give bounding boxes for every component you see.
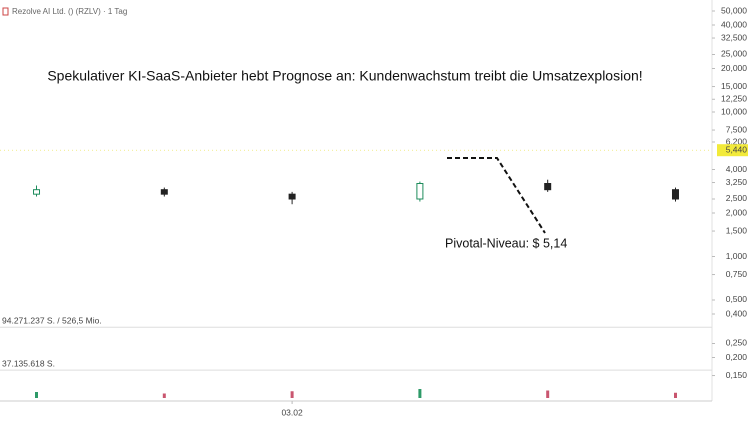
y-tick-label: 25,000: [721, 49, 747, 59]
y-tick-label: 40,000: [721, 19, 747, 29]
price-marker-label: 5,440: [726, 144, 748, 154]
y-tick-label: 0,500: [726, 294, 748, 304]
volume-level-label: 94.271.237 S. / 526,5 Mio.: [2, 316, 102, 326]
header-icon: [2, 7, 9, 16]
y-tick-label: 15,000: [721, 81, 747, 91]
y-tick-label: 0,400: [726, 308, 748, 318]
y-tick-label: 10,000: [721, 106, 747, 116]
candle-body: [33, 189, 41, 195]
x-tick-label: 03.02: [281, 407, 303, 417]
y-tick-label: 1,500: [726, 225, 748, 235]
candle-body: [671, 189, 679, 200]
y-tick-label: 50,000: [721, 5, 747, 15]
chart-title: Spekulativer KI-SaaS-Anbieter hebt Progn…: [47, 68, 642, 84]
y-tick-label: 0,250: [726, 338, 748, 348]
y-tick-label: 2,500: [726, 193, 748, 203]
y-tick-label: 0,150: [726, 370, 748, 380]
volume-level-label: 37.135.618 S.: [2, 358, 55, 368]
y-tick-label: 0,750: [726, 269, 748, 279]
candle-body: [416, 183, 424, 200]
y-tick-label: 4,000: [726, 164, 748, 174]
candle-body: [160, 189, 168, 195]
projection-line: [447, 157, 546, 234]
chart-header: Rezolve AI Ltd. () (RZLV) · 1 Tag: [12, 7, 127, 16]
y-tick-label: 2,000: [726, 207, 748, 217]
y-tick-label: 0,200: [726, 352, 748, 362]
y-tick-label: 6,200: [726, 136, 748, 146]
annotation: Pivotal-Niveau: $ 5,14: [445, 236, 567, 250]
y-tick-label: 20,000: [721, 63, 747, 73]
candle-body: [288, 193, 296, 200]
candle-body: [544, 183, 552, 191]
y-tick-label: 7,500: [726, 124, 748, 134]
y-tick-label: 12,250: [721, 94, 747, 104]
y-tick-label: 32,500: [721, 32, 747, 42]
price-marker-box: [717, 144, 748, 157]
y-tick-label: 1,000: [726, 251, 748, 261]
y-tick-label: 3,250: [726, 177, 748, 187]
